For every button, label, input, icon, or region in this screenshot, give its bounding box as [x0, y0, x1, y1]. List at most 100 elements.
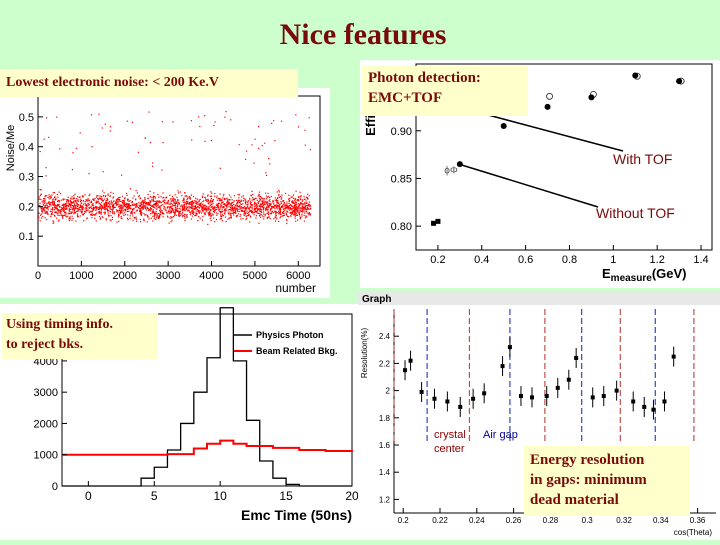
noise-data-point: [269, 218, 271, 220]
noise-data-point: [293, 201, 295, 204]
noise-data-point: [192, 203, 194, 205]
noise-data-point: [123, 203, 125, 205]
noise-data-point: [291, 213, 293, 215]
noise-data-point: [189, 211, 191, 213]
noise-data-point: [304, 206, 306, 208]
graph-x-tick-label: 0.22: [432, 516, 448, 525]
noise-data-point: [54, 204, 57, 207]
noise-data-point: [73, 194, 75, 197]
noise-data-point: [67, 213, 69, 215]
noise-data-point: [54, 197, 56, 199]
noise-data-point: [62, 203, 64, 205]
noise-data-point: [266, 204, 268, 206]
noise-data-point: [243, 200, 245, 202]
noise-data-point: [220, 205, 222, 207]
noise-data-point: [281, 215, 283, 217]
noise-data-point: [130, 208, 132, 210]
noise-data-point: [302, 211, 304, 213]
noise-data-point: [105, 200, 107, 202]
noise-data-point: [153, 195, 155, 197]
noise-data-point: [167, 201, 169, 203]
noise-data-point: [154, 196, 156, 198]
noise-data-point: [57, 211, 59, 213]
noise-data-point: [260, 196, 262, 198]
noise-data-point: [81, 211, 84, 213]
noise-data-point: [286, 201, 288, 203]
noise-data-point: [274, 207, 276, 209]
noise-data-point: [274, 197, 276, 199]
noise-data-point: [171, 219, 173, 221]
noise-data-point: [205, 208, 207, 210]
noise-data-point: [258, 207, 260, 210]
noise-data-point: [174, 209, 176, 211]
noise-data-point: [278, 195, 280, 197]
noise-data-point: [55, 208, 57, 210]
noise-data-point: [108, 215, 110, 217]
noise-data-point: [268, 216, 270, 218]
noise-data-point: [292, 205, 294, 207]
noise-data-point: [306, 216, 308, 218]
noise-data-point: [181, 204, 183, 206]
noise-data-point: [162, 192, 164, 194]
noise-data-point: [179, 208, 181, 210]
noise-data-point: [296, 214, 298, 216]
noise-data-point: [270, 213, 272, 215]
noise-data-point: [197, 201, 199, 203]
noise-data-point: [286, 222, 288, 225]
noise-data-point: [60, 199, 62, 201]
noise-data-point: [307, 193, 309, 195]
noise-data-point: [201, 219, 203, 221]
noise-data-point: [246, 201, 248, 203]
noise-data-point: [302, 199, 304, 201]
noise-data-point: [112, 197, 114, 199]
noise-data-point: [264, 214, 266, 216]
noise-data-point: [133, 195, 135, 197]
noise-data-point: [271, 122, 273, 124]
noise-data-point: [112, 212, 114, 215]
noise-data-point: [238, 197, 240, 199]
noise-data-point: [158, 214, 160, 216]
efficiency-x-tick-label: 0.8: [562, 254, 577, 266]
noise-data-point: [303, 220, 305, 222]
noise-data-point: [211, 204, 213, 206]
noise-data-point: [247, 211, 249, 213]
graph-x-tick-label: 0.3: [582, 516, 594, 525]
noise-data-point: [98, 207, 100, 209]
noise-data-point: [276, 207, 278, 209]
noise-data-point: [73, 211, 75, 213]
noise-data-point: [195, 203, 197, 205]
noise-data-point: [171, 203, 173, 205]
noise-data-point: [229, 217, 231, 219]
noise-data-point: [226, 202, 228, 204]
efficiency-x-tick-label: 0.2: [430, 254, 445, 266]
noise-data-point: [133, 211, 135, 213]
noise-data-point: [129, 205, 131, 207]
noise-data-point: [278, 220, 280, 222]
noise-data-point: [198, 216, 200, 218]
noise-data-point: [230, 209, 232, 211]
noise-data-point: [66, 199, 68, 201]
noise-data-point: [179, 191, 181, 193]
noise-data-point: [186, 195, 188, 197]
noise-data-point: [237, 208, 239, 211]
noise-data-point: [200, 204, 202, 206]
noise-data-point: [201, 196, 204, 199]
noise-data-point: [186, 208, 188, 210]
noise-data-point: [46, 195, 48, 197]
noise-data-point: [163, 206, 165, 208]
noise-data-point: [169, 217, 171, 219]
noise-data-point: [205, 205, 208, 207]
noise-data-point: [207, 194, 209, 196]
noise-data-point: [280, 200, 282, 203]
noise-data-point: [237, 201, 240, 203]
noise-data-point: [266, 208, 268, 210]
noise-data-point: [292, 200, 294, 202]
noise-data-point: [57, 205, 59, 207]
noise-data-point: [254, 205, 256, 207]
noise-data-point: [184, 214, 186, 216]
noise-data-point: [253, 211, 255, 213]
noise-data-point: [152, 205, 154, 207]
noise-data-point: [242, 195, 244, 197]
noise-data-point: [280, 213, 282, 215]
noise-data-point: [124, 205, 126, 207]
